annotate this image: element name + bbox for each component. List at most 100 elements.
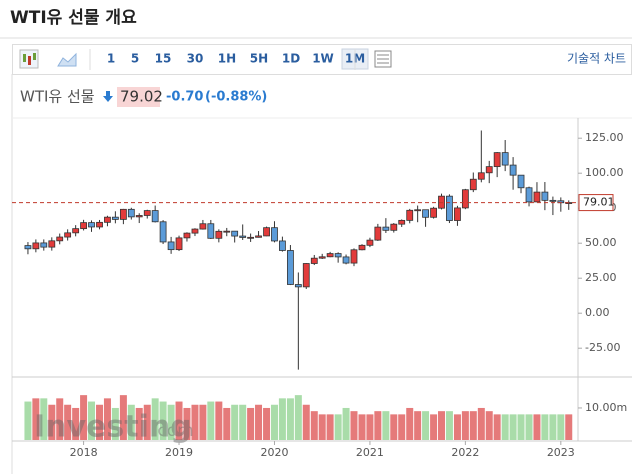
volume-bar (191, 404, 199, 440)
volume-bar (263, 407, 271, 440)
interval-button[interactable]: 1D (282, 52, 300, 66)
candle-body (509, 164, 517, 176)
candle-body (469, 178, 477, 191)
candle-body (263, 227, 270, 237)
volume-bar (119, 395, 127, 440)
interval-button[interactable]: 5H (250, 52, 268, 66)
volume-bar (159, 401, 167, 440)
candle-body (446, 195, 453, 221)
x-tick-label: 2022 (451, 446, 479, 459)
interval-button[interactable]: 1H (218, 52, 236, 66)
y-tick-label: 0.00 (585, 306, 610, 319)
volume-bar (406, 407, 414, 440)
quote-price: 79.02 (120, 88, 163, 106)
candle-body (72, 228, 80, 234)
volume-bar (525, 414, 533, 440)
volume-bar (96, 404, 104, 440)
volume-bar (127, 404, 135, 440)
interval-button[interactable]: 15 (155, 52, 172, 66)
candle-body (159, 221, 167, 243)
candle-body (96, 221, 103, 228)
candle-body (374, 226, 382, 241)
volume-bar (549, 414, 557, 440)
candle-body (517, 174, 525, 189)
candle-body (135, 215, 143, 218)
candle-body (191, 228, 199, 234)
icon-candle (23, 54, 26, 62)
volume-bar (231, 404, 239, 440)
candle-body (414, 209, 422, 212)
candle-icon[interactable] (19, 49, 39, 69)
candle-body (239, 235, 247, 238)
candle-body (390, 223, 398, 231)
candle-body (398, 219, 406, 225)
volume-bar (334, 414, 342, 440)
volume-bar (310, 411, 318, 440)
x-tick-label: 2019 (165, 446, 193, 459)
volume-bar (477, 407, 485, 440)
watermark-domain: .com (152, 421, 194, 441)
volume-bar (255, 404, 263, 440)
interval-button[interactable]: 5 (131, 52, 139, 66)
x-tick-label: 2020 (260, 446, 288, 459)
volume-bar (509, 414, 517, 440)
volume-bar (469, 411, 477, 440)
candle-body (151, 210, 159, 223)
interval-button[interactable]: 30 (187, 52, 204, 66)
candle-body (485, 166, 493, 174)
quote-name: WTI유 선물 (20, 88, 95, 106)
candle-body (32, 242, 40, 250)
volume-bar (302, 404, 310, 440)
interval-button[interactable]: 1W (312, 52, 334, 66)
volume-bar (541, 414, 549, 440)
volume-bar (565, 414, 573, 440)
candle-body (143, 210, 151, 216)
x-tick-label: 2023 (547, 446, 575, 459)
volume-bar (453, 414, 461, 440)
volume-bar (215, 401, 223, 440)
volume-bar (485, 411, 493, 440)
candle-body (541, 191, 549, 201)
candle-body (454, 207, 461, 221)
candle-body (64, 232, 72, 238)
volume-bar (40, 398, 48, 440)
volume-bar (493, 414, 501, 440)
candle-body (549, 199, 557, 202)
y-tick-label: 25.00 (585, 271, 617, 284)
candle-body (302, 263, 310, 288)
page-title: WTI유 선물 개요 (10, 8, 137, 28)
last-price-label: 79.01 (583, 196, 615, 209)
down-arrow (103, 91, 113, 102)
volume-bar (247, 407, 255, 440)
volume-bar (533, 414, 541, 440)
candle-body (501, 152, 509, 166)
volume-bar (48, 404, 56, 440)
advanced-chart-link[interactable]: 기술적 차트 (567, 52, 626, 66)
volume-bar (103, 398, 111, 440)
candle-body (56, 236, 64, 242)
candle-body (119, 208, 127, 220)
candle-body (422, 209, 429, 218)
candle-body (24, 245, 32, 250)
candle-body (430, 207, 437, 218)
volume-bar (143, 404, 151, 440)
volume-bar (80, 395, 88, 440)
candle-body (231, 230, 239, 237)
area-icon[interactable] (57, 52, 77, 67)
candle-body (80, 222, 87, 230)
volume-bar (517, 414, 525, 440)
volume-bar (414, 411, 422, 440)
volume-bar (318, 414, 326, 440)
candle-body (342, 256, 350, 264)
candle-body (382, 226, 390, 231)
interval-button[interactable]: 1 (107, 52, 115, 66)
x-tick-label: 2021 (356, 446, 384, 459)
volume-bar (270, 404, 278, 440)
indicator-icon[interactable] (374, 50, 392, 68)
y-tick-label: 100.00 (585, 166, 624, 179)
candle-body (318, 256, 326, 259)
candle-body (207, 223, 215, 239)
volume-bar (398, 414, 406, 440)
candle-body (40, 242, 48, 248)
candle-body (525, 187, 533, 203)
